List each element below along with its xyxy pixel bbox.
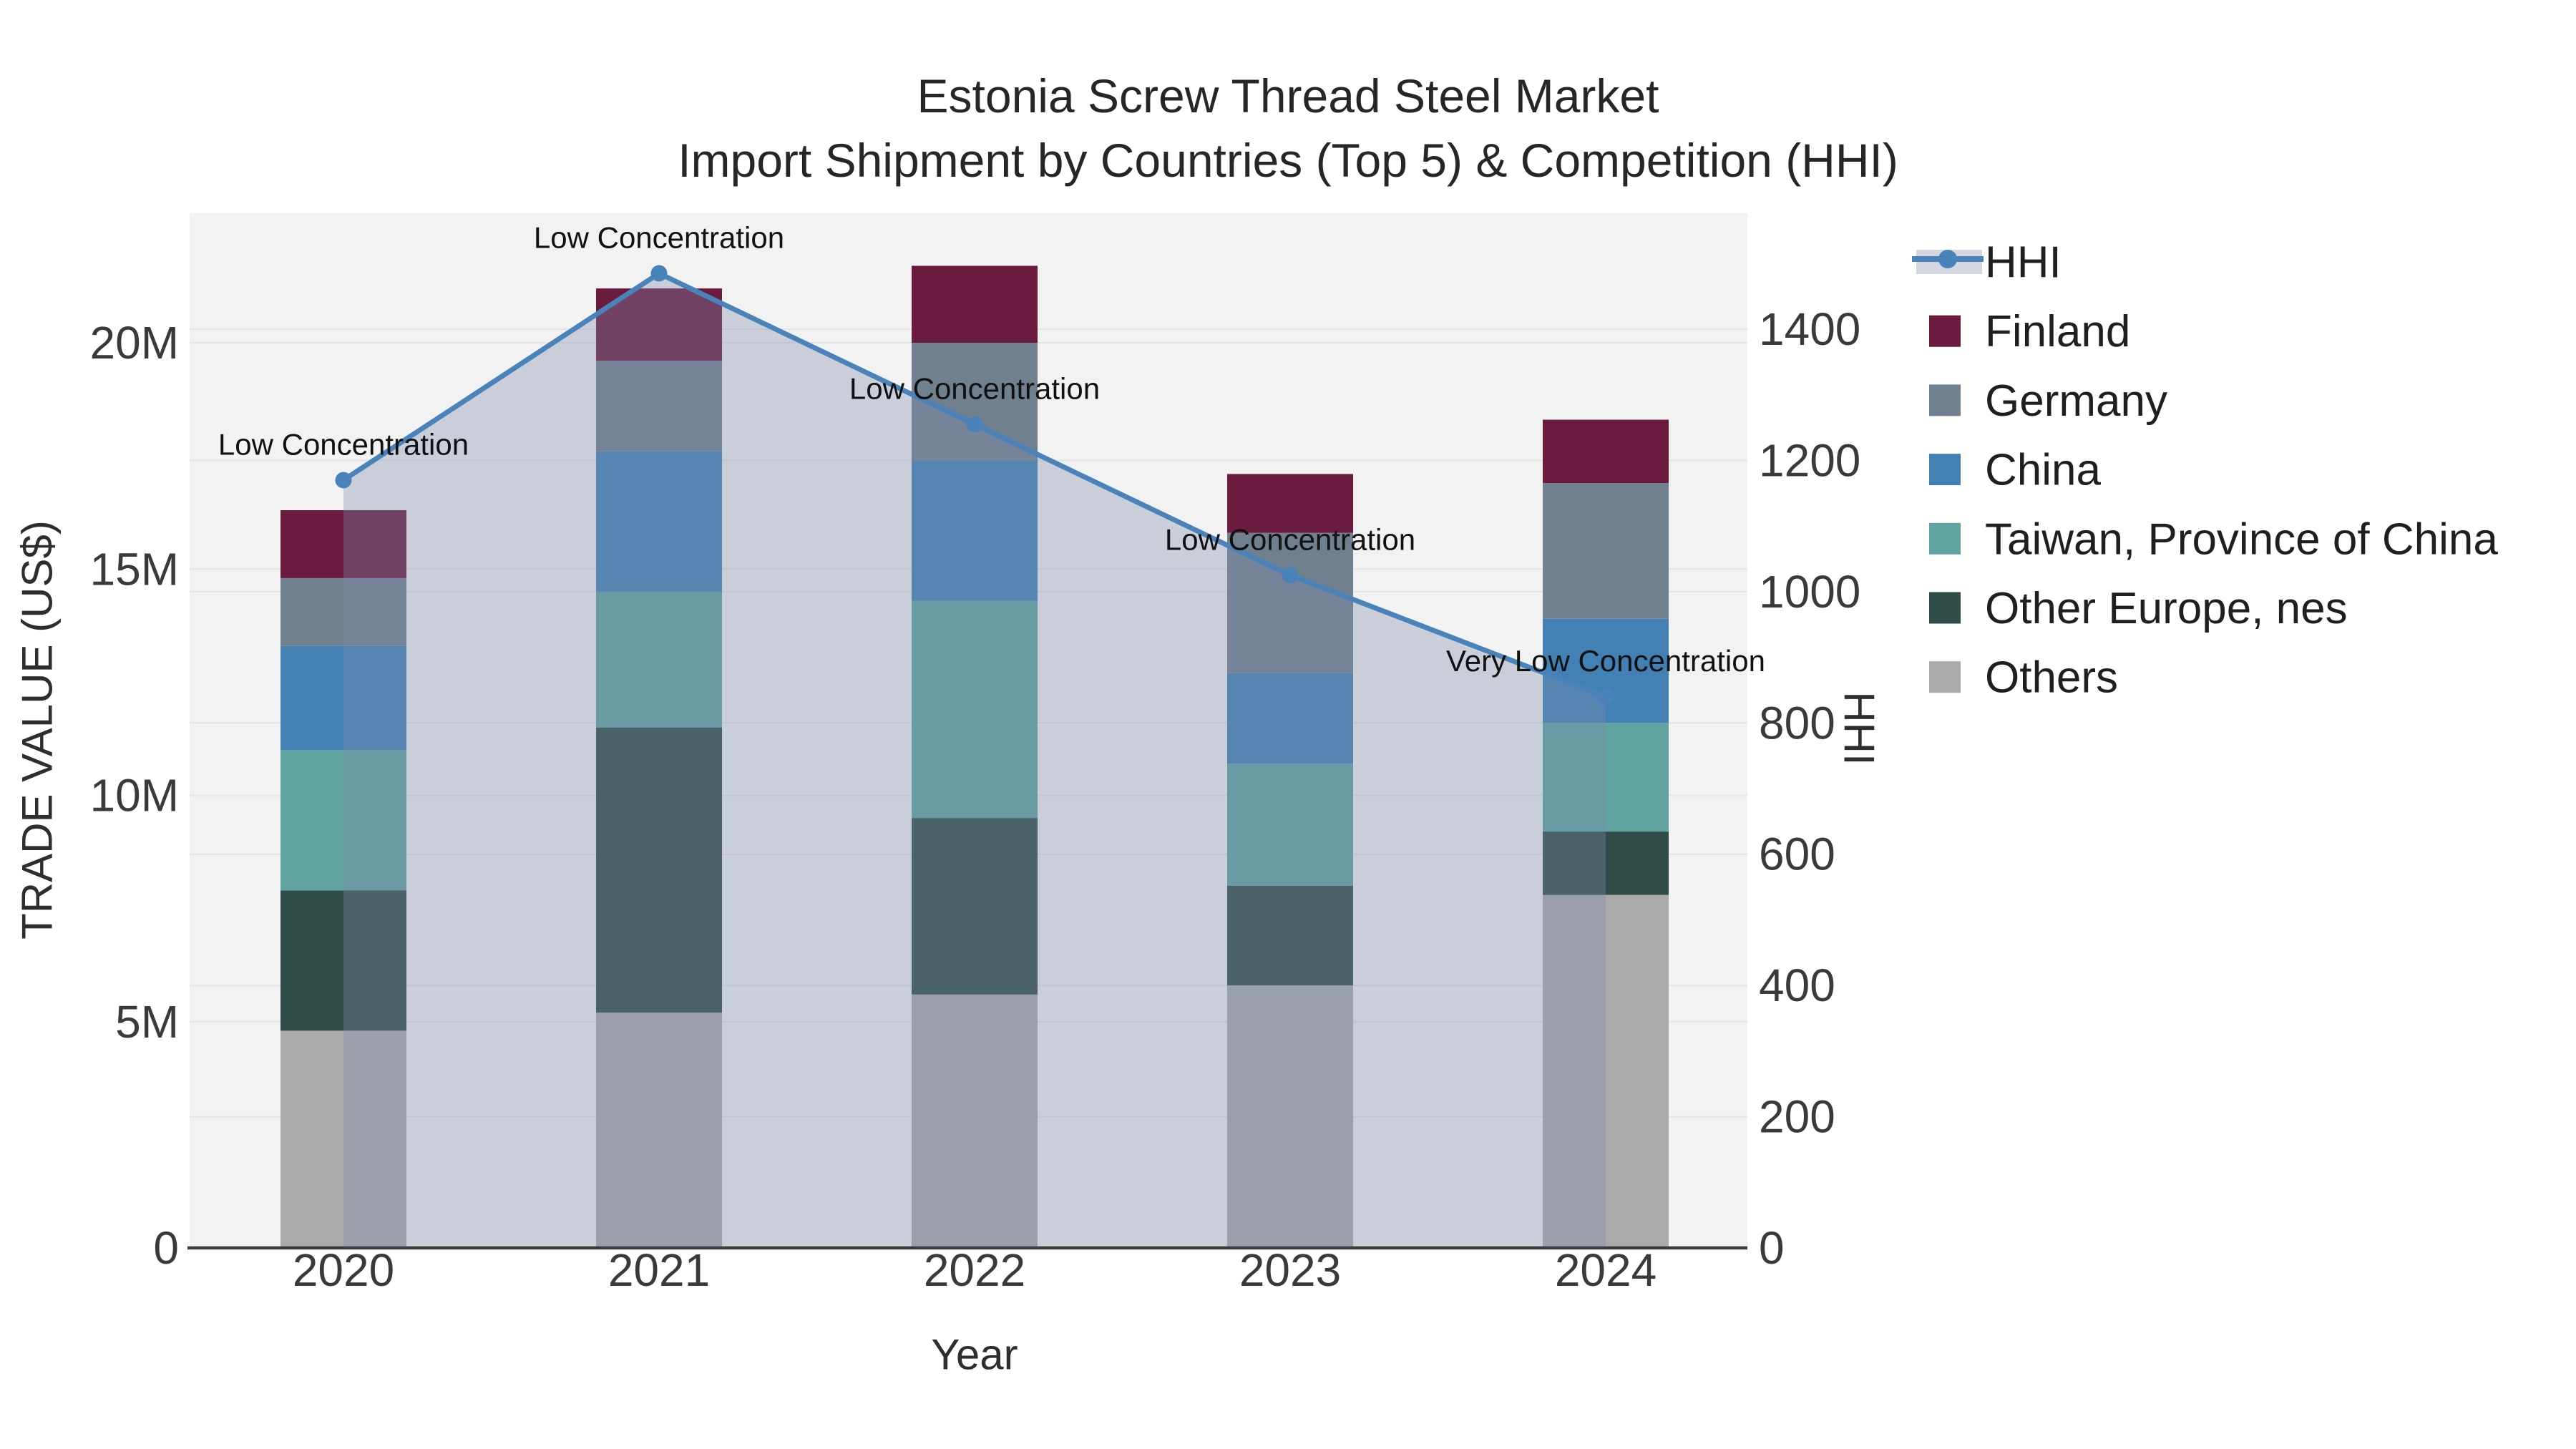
legend-item-others[interactable]: Others bbox=[1929, 653, 2118, 703]
y-right-tick-label: 1400 bbox=[1759, 303, 1860, 355]
bar-segment-2023-china[interactable] bbox=[1227, 673, 1353, 764]
hhi-area-layer bbox=[343, 273, 1606, 1248]
bar-segment-2021-others[interactable] bbox=[596, 1013, 722, 1248]
y-right-tick-label: 400 bbox=[1759, 960, 1835, 1011]
bar-segment-2024-china[interactable] bbox=[1543, 618, 1669, 723]
bar-segment-2020-china[interactable] bbox=[280, 645, 406, 751]
annotation-2021: Low Concentration bbox=[534, 221, 784, 255]
bar-segment-2022-others[interactable] bbox=[912, 994, 1038, 1248]
annotation-2020: Low Concentration bbox=[218, 427, 469, 461]
legend-label: Other Europe, nes bbox=[1985, 584, 2348, 633]
legend-item-other-europe-nes[interactable]: Other Europe, nes bbox=[1929, 584, 2348, 633]
axis-titles: Year TRADE VALUE (US$) HHI bbox=[14, 520, 1883, 1378]
legend-swatch bbox=[1929, 384, 1961, 416]
bar-segment-2021-china[interactable] bbox=[596, 451, 722, 592]
x-axis-title: Year bbox=[931, 1331, 1018, 1379]
hhi-marker-2022[interactable] bbox=[966, 416, 983, 433]
y-left-tick-label: 20M bbox=[90, 317, 180, 369]
x-tick-label-2020: 2020 bbox=[293, 1244, 394, 1296]
y-left-tick-label: 0 bbox=[153, 1222, 179, 1274]
y-right-tick-label: 600 bbox=[1759, 829, 1835, 880]
hhi-area-fill bbox=[343, 273, 1606, 1248]
legend-label: Germany bbox=[1985, 376, 2167, 426]
hhi-marker-2023[interactable] bbox=[1282, 567, 1299, 584]
bar-segment-2023-taiwan-province-of-china[interactable] bbox=[1227, 763, 1353, 886]
bar-segment-2022-taiwan-province-of-china[interactable] bbox=[912, 600, 1038, 819]
annotation-2022: Low Concentration bbox=[849, 371, 1100, 405]
y-axis-left-title: TRADE VALUE (US$) bbox=[14, 520, 62, 940]
bar-segment-2020-taiwan-province-of-china[interactable] bbox=[280, 750, 406, 891]
y-left-tick-label: 15M bbox=[90, 543, 180, 595]
hhi-marker-2024[interactable] bbox=[1597, 688, 1614, 706]
y-right-tick-label: 800 bbox=[1759, 697, 1835, 748]
legend-swatch bbox=[1929, 315, 1961, 347]
hhi-marker-2020[interactable] bbox=[335, 472, 352, 489]
legend-swatch bbox=[1929, 454, 1961, 486]
legend-swatch bbox=[1929, 522, 1961, 555]
bar-segment-2022-other-europe-nes[interactable] bbox=[912, 818, 1038, 995]
x-tick-label-2022: 2022 bbox=[924, 1244, 1025, 1296]
y-right-tick-label: 0 bbox=[1759, 1222, 1785, 1274]
bar-segment-2020-germany[interactable] bbox=[280, 577, 406, 646]
bar-segment-2023-finland[interactable] bbox=[1227, 474, 1353, 533]
annotation-2023: Low Concentration bbox=[1165, 522, 1415, 556]
annotations-layer: Low Concentration Low Concentration Low Co… bbox=[218, 221, 1765, 678]
bar-segment-2023-other-europe-nes[interactable] bbox=[1227, 886, 1353, 986]
legend-label: Finland bbox=[1985, 307, 2130, 356]
legend-item-china[interactable]: China bbox=[1929, 446, 2102, 495]
bar-segment-2020-finland[interactable] bbox=[280, 510, 406, 578]
hhi-marker-2021[interactable] bbox=[650, 265, 668, 282]
bar-segment-2020-other-europe-nes[interactable] bbox=[280, 890, 406, 1031]
legend-item-germany[interactable]: Germany bbox=[1929, 376, 2167, 426]
x-tick-label-2023: 2023 bbox=[1239, 1244, 1341, 1296]
legend-hhi-marker-sample bbox=[1938, 250, 1957, 268]
bar-segment-2024-other-europe-nes[interactable] bbox=[1543, 831, 1669, 895]
legend-label: Others bbox=[1985, 653, 2118, 703]
annotation-2024: Very Low Concentration bbox=[1446, 644, 1765, 678]
tick-labels-layer: 0 5M 10M 15M 20M 0 200 400 600 800 1000 1200 1400 202… bbox=[90, 303, 1861, 1296]
y-axis-right-title: HHI bbox=[1835, 691, 1883, 765]
y-right-tick-label: 1200 bbox=[1759, 434, 1860, 486]
bars-layer bbox=[280, 265, 1669, 1248]
y-left-tick-label: 5M bbox=[115, 996, 179, 1048]
bar-segment-2021-other-europe-nes[interactable] bbox=[596, 727, 722, 1013]
bar-segment-2020-others[interactable] bbox=[280, 1030, 406, 1248]
bar-segment-2024-germany[interactable] bbox=[1543, 483, 1669, 619]
bar-segment-2023-others[interactable] bbox=[1227, 985, 1353, 1248]
bar-segment-2024-taiwan-province-of-china[interactable] bbox=[1543, 723, 1669, 832]
bar-segment-2022-finland[interactable] bbox=[912, 265, 1038, 343]
hhi-line-layer bbox=[335, 265, 1614, 706]
legend-item-taiwan-province-of-china[interactable]: Taiwan, Province of China bbox=[1929, 514, 2498, 564]
bar-segment-2024-finland[interactable] bbox=[1543, 419, 1669, 484]
chart-title-line2: Import Shipment by Countries (Top 5) & C… bbox=[678, 134, 1898, 187]
legend-label: China bbox=[1985, 446, 2102, 495]
title-block: Estonia Screw Thread Steel Market Import… bbox=[678, 69, 1898, 187]
y-right-tick-label: 200 bbox=[1759, 1091, 1835, 1143]
x-tick-label-2024: 2024 bbox=[1555, 1244, 1657, 1296]
legend-swatch bbox=[1929, 661, 1961, 693]
legend-swatch bbox=[1929, 592, 1961, 624]
legend-label: HHI bbox=[1985, 238, 2062, 288]
legend-label: Taiwan, Province of China bbox=[1985, 514, 2498, 564]
y-left-tick-label: 10M bbox=[90, 770, 180, 821]
legend-item-hhi[interactable]: HHI bbox=[1912, 238, 2062, 288]
bar-segment-2021-taiwan-province-of-china[interactable] bbox=[596, 591, 722, 728]
bar-segment-2022-china[interactable] bbox=[912, 460, 1038, 601]
y-right-tick-label: 1000 bbox=[1759, 566, 1860, 618]
bar-segment-2021-germany[interactable] bbox=[596, 361, 722, 452]
legend-item-finland[interactable]: Finland bbox=[1929, 307, 2130, 356]
chart-title-line1: Estonia Screw Thread Steel Market bbox=[917, 69, 1659, 122]
x-tick-label-2021: 2021 bbox=[608, 1244, 710, 1296]
legend-layer: HHI Finland Germany China Taiwan, Province o… bbox=[1912, 238, 2498, 703]
bar-segment-2024-others[interactable] bbox=[1543, 894, 1669, 1248]
